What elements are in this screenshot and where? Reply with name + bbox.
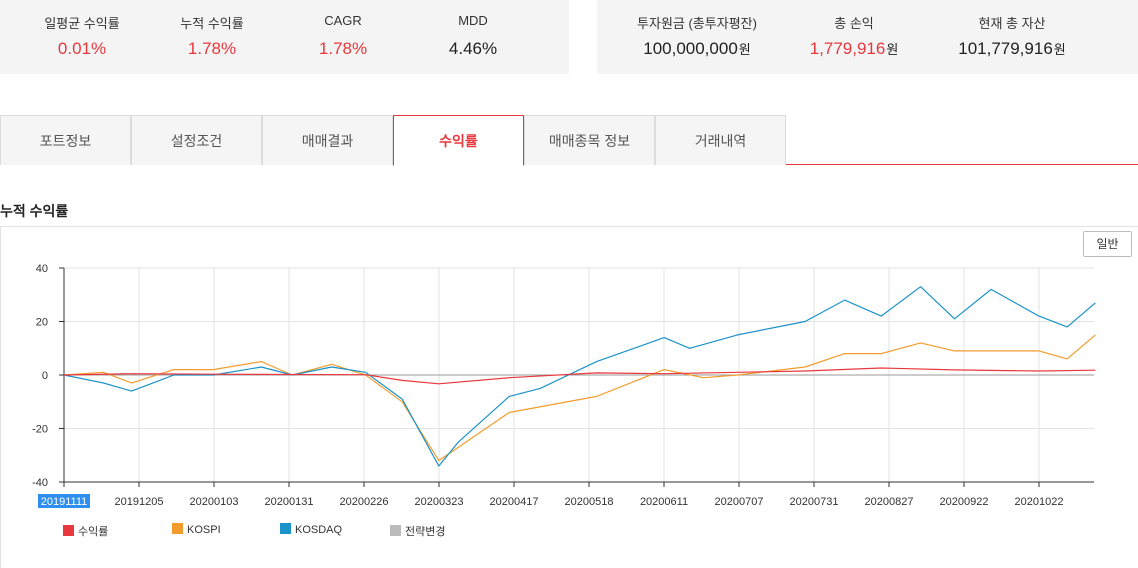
legend-label: 수익률 [78,526,109,538]
stat-number: 0.01% [57,39,107,58]
legend-swatch [63,525,74,536]
legend-label: 전략변경 [405,526,446,538]
chart-mode-button[interactable]: 일반 [1083,231,1132,257]
stat-unit: 원 [738,42,751,57]
x-tick-label: 20200707 [715,496,764,508]
legend-swatch [280,523,291,534]
legend-swatch [390,525,401,536]
legend-item-1[interactable]: KOSPI [172,523,221,536]
x-tick-label: 20201022 [1015,496,1064,508]
tab-0[interactable]: 포트정보 [0,115,131,165]
section-title: 누적 수익률 [0,203,69,219]
summary-panel-right: 투자원금 (총투자평잔) 100,000,000원 총 손익 1,779,916원 현재… [597,0,1138,74]
stat-value: 101,779,916원 [922,39,1102,59]
series-line-0 [63,367,1096,385]
legend-item-3[interactable]: 전략변경 [390,523,445,539]
stat-label: MDD [458,13,488,28]
stat-unit: 원 [1053,42,1066,57]
x-tick-label: 20200827 [865,496,914,508]
stat-number: 100,000,000 [643,39,738,58]
right-stat-2: 현재 총 자산 101,779,916원 [922,0,1102,74]
x-tick-highlight [38,494,90,508]
stat-value: 0.01% [17,39,147,59]
legend-label: KOSDAQ [295,524,343,536]
stat-number: 101,779,916 [958,39,1053,58]
y-tick-label: 40 [36,263,48,275]
x-tick-label: 20200417 [490,496,539,508]
y-tick-label: 20 [36,317,48,329]
tab-1[interactable]: 설정조건 [131,115,262,165]
stat-label: 누적 수익률 [180,16,244,31]
stat-number: 1,779,916 [809,39,886,58]
stat-unit: 원 [886,42,899,57]
x-tick-label: 20200611 [640,496,688,508]
stat-number: 4.46% [448,39,498,58]
tab-5[interactable]: 거래내역 [655,115,786,165]
right-stat-1: 총 손익 1,779,916원 [764,0,944,74]
legend-label: KOSPI [187,524,221,536]
right-stat-0: 투자원금 (총투자평잔) 100,000,000원 [607,0,787,74]
x-tick-label: 20200226 [340,496,389,508]
legend-item-0[interactable]: 수익률 [63,523,108,539]
x-tick-label: 20191205 [115,496,164,508]
stat-label: 투자원금 (총투자평잔) [637,16,757,31]
x-tick-label: 20191111 [41,496,88,508]
x-tick-label: 20200103 [190,496,239,508]
stat-label: 총 손익 [834,16,874,31]
y-tick-label: -40 [32,477,48,489]
chart-container [0,226,1138,568]
stat-value: 1.78% [278,39,408,59]
stat-number: 1.78% [187,39,237,58]
stat-label: CAGR [324,13,362,28]
legend-swatch [172,523,183,534]
y-tick-label: 0 [42,370,48,382]
tab-4[interactable]: 매매종목 정보 [524,115,655,165]
stat-value: 4.46% [408,39,538,59]
legend-item-2[interactable]: KOSDAQ [280,523,342,536]
series-line-1 [63,334,1096,462]
stat-value: 1.78% [147,39,277,59]
left-stat-0: 일평균 수익률 0.01% [17,0,147,74]
left-stat-2: CAGR 1.78% [278,0,408,74]
stat-label: 일평균 수익률 [44,16,120,31]
y-tick-label: -20 [32,424,48,436]
stat-value: 1,779,916원 [764,39,944,59]
left-stat-1: 누적 수익률 1.78% [147,0,277,74]
stat-number: 1.78% [318,39,368,58]
summary-panel-left: 일평균 수익률 0.01% 누적 수익률 1.78% CAGR 1.78% MDD 4.46% [0,0,569,74]
x-tick-label: 20200731 [790,496,839,508]
x-tick-label: 20200131 [265,496,314,508]
stat-value: 100,000,000원 [607,39,787,59]
series-line-2 [63,286,1096,467]
tab-2[interactable]: 매매결과 [262,115,393,165]
tab-3[interactable]: 수익률 [393,115,524,166]
tab-bar: 포트정보 설정조건 매매결과 수익률 매매종목 정보 거래내역 [0,115,1138,166]
x-tick-label: 20200518 [565,496,614,508]
x-tick-label: 20200323 [415,496,464,508]
left-stat-3: MDD 4.46% [408,0,538,74]
stat-label: 현재 총 자산 [978,16,1046,31]
x-tick-label: 20200922 [940,496,989,508]
